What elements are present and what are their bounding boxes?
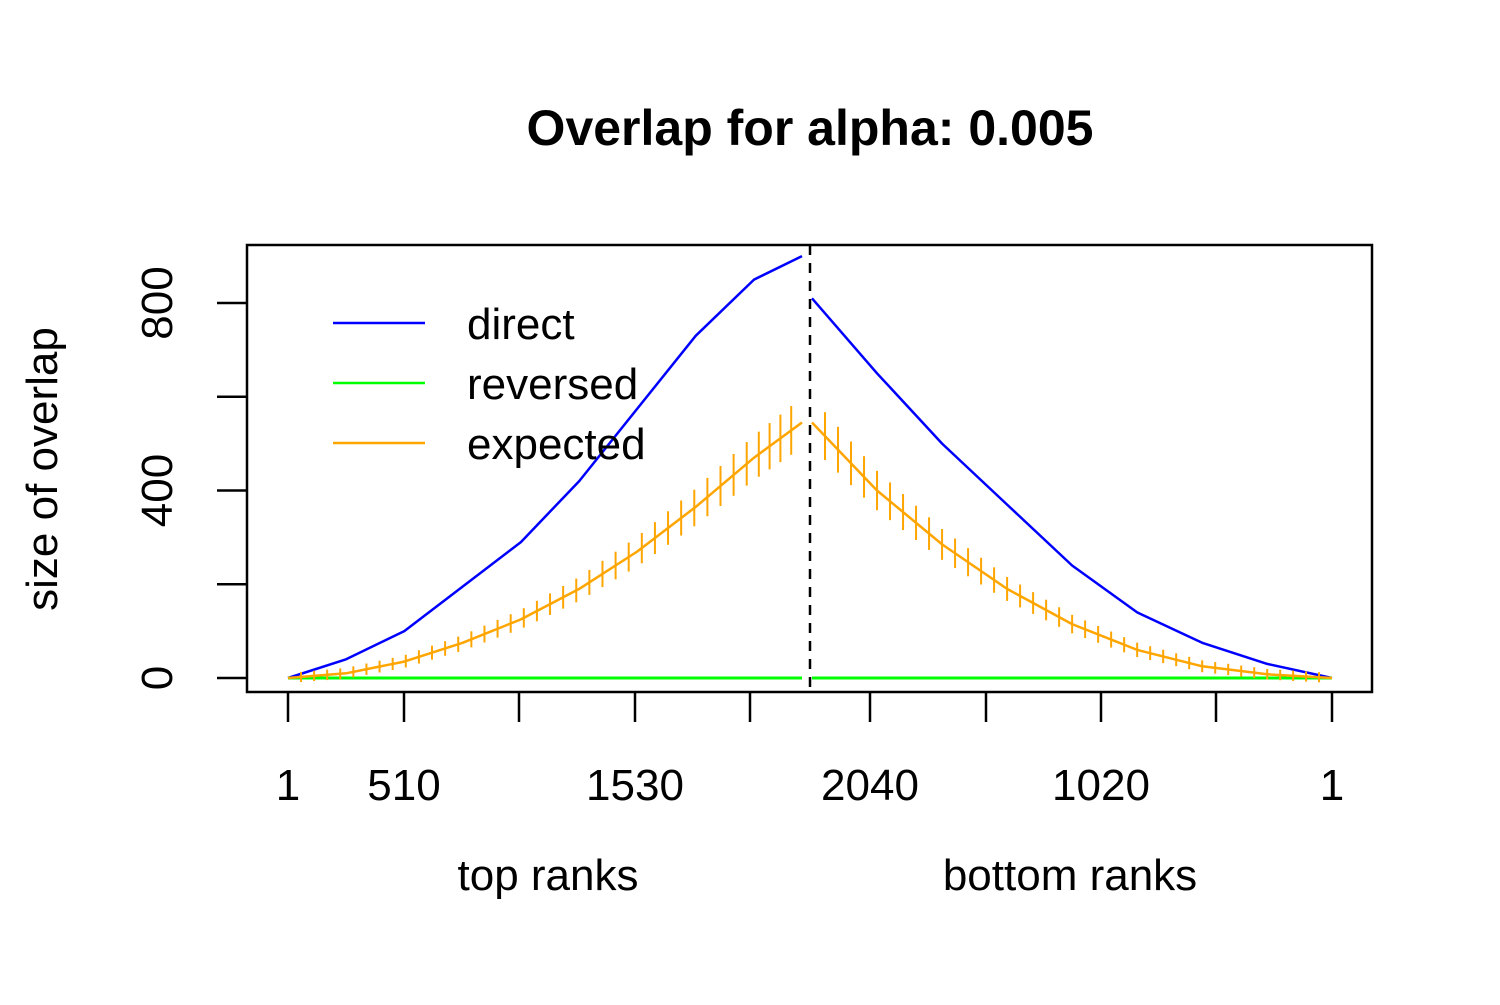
y-axis-label: size of overlap	[18, 327, 67, 611]
x-tick-label: 510	[367, 761, 440, 810]
legend-label-direct: direct	[467, 300, 575, 349]
direct-line-bottom	[811, 297, 1333, 680]
x-axis-label-bottom-ranks: bottom ranks	[943, 851, 1197, 900]
direct-line-top	[287, 254, 803, 680]
legend-label-expected: expected	[467, 420, 646, 469]
y-tick-label: 400	[133, 454, 182, 527]
x-axis-label-top-ranks: top ranks	[458, 851, 639, 900]
legend: direct reversed expected	[333, 300, 646, 469]
plot-frame	[245, 243, 1374, 694]
x-tick-label: 1	[1320, 761, 1344, 810]
legend-label-reversed: reversed	[467, 360, 638, 409]
y-tick-label: 0	[133, 666, 182, 690]
x-tick-label: 1020	[1052, 761, 1150, 810]
chart-title: Overlap for alpha: 0.005	[527, 100, 1094, 156]
x-tick-label: 1530	[586, 761, 684, 810]
x-tick-label: 1	[276, 761, 300, 810]
axes: 0 400 800 1 510 1530 2040 1020 1	[133, 243, 1374, 810]
expected-line-bottom	[811, 421, 1333, 680]
y-tick-label: 800	[133, 266, 182, 339]
x-tick-label: 2040	[821, 761, 919, 810]
plot-area	[287, 245, 1333, 692]
